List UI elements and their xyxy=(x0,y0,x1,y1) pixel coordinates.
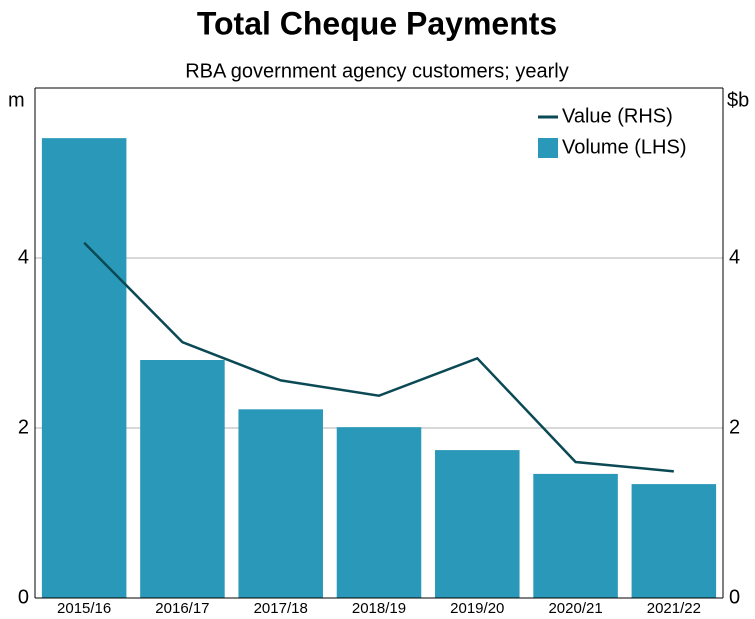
line xyxy=(83,241,674,473)
y-axis-label: m xyxy=(8,89,25,111)
y2-tick-label: 2 xyxy=(729,416,740,438)
bar xyxy=(435,450,520,598)
bar xyxy=(336,427,422,598)
legend-label: Value (RHS) xyxy=(562,105,673,127)
chart-title: Total Cheque Payments xyxy=(197,5,557,41)
x-tick-label: 2015/16 xyxy=(57,600,111,617)
y-tick-label: 2 xyxy=(18,416,29,438)
bar xyxy=(533,473,618,598)
legend-swatch xyxy=(538,138,558,158)
y2-tick-label: 0 xyxy=(729,586,740,608)
y-tick-label: 0 xyxy=(18,586,29,608)
x-tick-label: 2017/18 xyxy=(254,600,308,617)
y2-tick-label: 4 xyxy=(729,246,740,268)
x-tick-label: 2018/19 xyxy=(352,600,406,617)
x-tick-label: 2021/22 xyxy=(647,600,701,617)
x-tick-label: 2019/20 xyxy=(450,600,504,617)
x-tick-label: 2016/17 xyxy=(155,600,209,617)
y2-axis-label: $b xyxy=(727,89,749,111)
bar xyxy=(41,138,127,598)
bar xyxy=(140,360,225,598)
chart-subtitle: RBA government agency customers; yearly xyxy=(185,60,569,82)
x-tick-label: 2020/21 xyxy=(548,600,602,617)
y-tick-label: 4 xyxy=(18,246,29,268)
bar xyxy=(238,409,323,598)
bar xyxy=(631,484,717,598)
legend-label: Volume (LHS) xyxy=(562,136,687,158)
